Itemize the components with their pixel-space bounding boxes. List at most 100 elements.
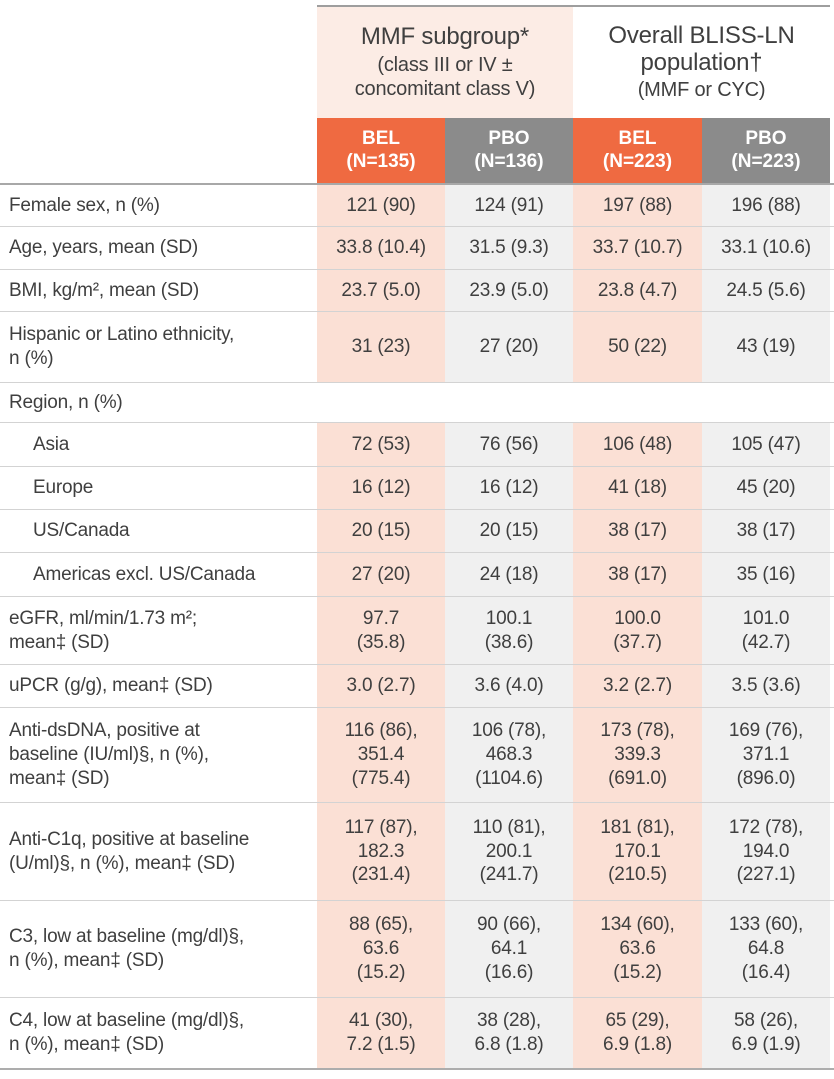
data-cell: 31 (23)	[317, 312, 445, 382]
data-cell: 38 (17)	[702, 510, 830, 552]
row-label: Region, n (%)	[9, 391, 123, 413]
group-subtitle-overall: (MMF or CYC)	[637, 79, 766, 102]
table-row-region-section: Region, n (%)	[0, 383, 834, 423]
data-cell: 45 (20)	[702, 467, 830, 509]
column-header-row: BEL (N=135) PBO (N=136) BEL (N=223) PBO …	[0, 118, 834, 185]
data-cell	[702, 383, 830, 422]
data-cell: 38 (28), 6.8 (1.8)	[445, 998, 573, 1068]
data-cell: 124 (91)	[445, 185, 573, 226]
table-row-female-sex: Female sex, n (%) 121 (90) 124 (91) 197 …	[0, 185, 834, 227]
data-cell: 3.6 (4.0)	[445, 665, 573, 707]
table-row-upcr: uPCR (g/g), mean‡ (SD) 3.0 (2.7) 3.6 (4.…	[0, 665, 834, 708]
row-label: Europe	[33, 477, 94, 499]
data-cell	[573, 383, 702, 422]
data-cell: 24 (18)	[445, 553, 573, 596]
data-cell: 31.5 (9.3)	[445, 227, 573, 269]
data-cell: 33.7 (10.7)	[573, 227, 702, 269]
data-cell: 20 (15)	[445, 510, 573, 552]
data-cell: 41 (30), 7.2 (1.5)	[317, 998, 445, 1068]
data-cell: 23.7 (5.0)	[317, 270, 445, 311]
column-header-bel-overall: BEL (N=223)	[573, 118, 702, 183]
data-cell: 43 (19)	[702, 312, 830, 382]
data-cell: 3.5 (3.6)	[702, 665, 830, 707]
data-cell: 33.1 (10.6)	[702, 227, 830, 269]
data-cell: 20 (15)	[317, 510, 445, 552]
table-row-anti-dsdna: Anti-dsDNA, positive at baseline (IU/ml)…	[0, 708, 834, 803]
group-header-spacer	[0, 5, 317, 118]
row-label: eGFR, ml/min/1.73 m²; mean‡ (SD)	[9, 607, 197, 653]
row-label: Anti-dsDNA, positive at baseline (IU/ml)…	[9, 720, 209, 789]
row-label: Age, years, mean (SD)	[9, 237, 199, 259]
data-cell: 117 (87), 182.3 (231.4)	[317, 803, 445, 900]
data-cell	[317, 383, 445, 422]
data-cell: 197 (88)	[573, 185, 702, 226]
column-header-bel-mmf: BEL (N=135)	[317, 118, 445, 183]
data-cell: 100.0 (37.7)	[573, 597, 702, 664]
column-header-pbo-mmf: PBO (N=136)	[445, 118, 573, 183]
data-cell: 110 (81), 200.1 (241.7)	[445, 803, 573, 900]
row-label: C4, low at baseline (mg/dl)§, n (%), mea…	[9, 1010, 244, 1055]
group-title-mmf: MMF subgroup*	[360, 23, 530, 51]
data-cell: 116 (86), 351.4 (775.4)	[317, 708, 445, 802]
row-label: uPCR (g/g), mean‡ (SD)	[9, 675, 213, 697]
data-cell: 72 (53)	[317, 423, 445, 466]
group-header-row: MMF subgroup* (class III or IV ± concomi…	[0, 5, 834, 118]
table-row-anti-c1q: Anti-C1q, positive at baseline (U/ml)§, …	[0, 803, 834, 901]
data-cell: 172 (78), 194.0 (227.1)	[702, 803, 830, 900]
data-cell: 27 (20)	[317, 553, 445, 596]
data-cell: 3.2 (2.7)	[573, 665, 702, 707]
data-cell: 16 (12)	[317, 467, 445, 509]
data-cell	[445, 383, 573, 422]
column-header-spacer	[0, 118, 317, 183]
data-cell: 38 (17)	[573, 510, 702, 552]
data-cell: 58 (26), 6.9 (1.9)	[702, 998, 830, 1068]
data-cell: 196 (88)	[702, 185, 830, 226]
data-cell: 76 (56)	[445, 423, 573, 466]
data-cell: 50 (22)	[573, 312, 702, 382]
column-header-pbo-overall: PBO (N=223)	[702, 118, 830, 183]
group-title-overall: Overall BLISS-LN population†	[608, 21, 795, 76]
data-cell: 16 (12)	[445, 467, 573, 509]
table-row-region-europe: Europe 16 (12) 16 (12) 41 (18) 45 (20)	[0, 467, 834, 510]
data-cell: 88 (65), 63.6 (15.2)	[317, 901, 445, 997]
data-cell: 106 (78), 468.3 (1104.6)	[445, 708, 573, 802]
group-header-mmf-subgroup: MMF subgroup* (class III or IV ± concomi…	[317, 5, 573, 118]
data-cell: 100.1 (38.6)	[445, 597, 573, 664]
table-row-age: Age, years, mean (SD) 33.8 (10.4) 31.5 (…	[0, 227, 834, 270]
data-cell: 33.8 (10.4)	[317, 227, 445, 269]
row-label: Americas excl. US/Canada	[33, 563, 256, 585]
data-cell: 65 (29), 6.9 (1.8)	[573, 998, 702, 1068]
table-row-bmi: BMI, kg/m², mean (SD) 23.7 (5.0) 23.9 (5…	[0, 270, 834, 312]
row-label: C3, low at baseline (mg/dl)§, n (%), mea…	[9, 926, 244, 971]
table-row-region-us-canada: US/Canada 20 (15) 20 (15) 38 (17) 38 (17…	[0, 510, 834, 553]
table-row-egfr: eGFR, ml/min/1.73 m²; mean‡ (SD) 97.7 (3…	[0, 597, 834, 665]
data-cell: 35 (16)	[702, 553, 830, 596]
data-cell: 133 (60), 64.8 (16.4)	[702, 901, 830, 997]
data-cell: 134 (60), 63.6 (15.2)	[573, 901, 702, 997]
row-label: BMI, kg/m², mean (SD)	[9, 279, 200, 301]
data-cell: 24.5 (5.6)	[702, 270, 830, 311]
table-row-hispanic-latino: Hispanic or Latino ethnicity, n (%) 31 (…	[0, 312, 834, 383]
row-label: Hispanic or Latino ethnicity, n (%)	[9, 324, 235, 369]
row-label: Female sex, n (%)	[9, 194, 160, 216]
data-cell: 41 (18)	[573, 467, 702, 509]
row-label: US/Canada	[33, 520, 130, 542]
row-label: Asia	[33, 433, 70, 455]
data-cell: 169 (76), 371.1 (896.0)	[702, 708, 830, 802]
group-header-overall-population: Overall BLISS-LN population† (MMF or CYC…	[573, 5, 830, 118]
group-subtitle-mmf: (class III or IV ± concomitant class V)	[354, 53, 536, 100]
data-cell: 173 (78), 339.3 (691.0)	[573, 708, 702, 802]
data-cell: 3.0 (2.7)	[317, 665, 445, 707]
table-row-c4-low: C4, low at baseline (mg/dl)§, n (%), mea…	[0, 998, 834, 1070]
data-cell: 181 (81), 170.1 (210.5)	[573, 803, 702, 900]
table-row-region-asia: Asia 72 (53) 76 (56) 106 (48) 105 (47)	[0, 423, 834, 467]
data-cell: 38 (17)	[573, 553, 702, 596]
data-cell: 97.7 (35.8)	[317, 597, 445, 664]
data-cell: 23.9 (5.0)	[445, 270, 573, 311]
data-cell: 90 (66), 64.1 (16.6)	[445, 901, 573, 997]
table-row-region-americas-excl: Americas excl. US/Canada 27 (20) 24 (18)…	[0, 553, 834, 597]
data-cell: 23.8 (4.7)	[573, 270, 702, 311]
data-cell: 106 (48)	[573, 423, 702, 466]
row-label: Anti-C1q, positive at baseline (U/ml)§, …	[9, 828, 250, 874]
